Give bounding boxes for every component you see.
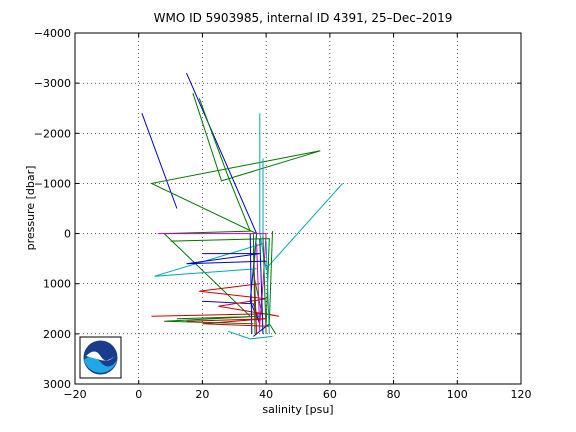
chart-title: WMO ID 5903985, internal ID 4391, 25–Dec… <box>154 11 453 25</box>
profile-line <box>186 318 270 327</box>
profile-line <box>265 241 270 334</box>
x-tick-label: 80 <box>387 388 401 401</box>
x-tick-label: 40 <box>259 388 273 401</box>
profile-line <box>259 113 343 270</box>
x-tick-label: 120 <box>511 388 532 401</box>
logo-gull <box>86 351 115 361</box>
y-tick-label: −2000 <box>34 127 71 140</box>
noaa-logo <box>79 336 122 379</box>
profile-line <box>154 158 264 277</box>
x-axis-label: salinity [psu] <box>262 403 333 416</box>
y-tick-label: 0 <box>64 228 71 241</box>
profile-line <box>262 236 267 334</box>
profile-line <box>252 233 256 334</box>
profile-line <box>162 98 251 317</box>
x-tick-label: 20 <box>195 388 209 401</box>
x-tick-label: 60 <box>323 388 337 401</box>
y-tick-label: 2000 <box>43 328 71 341</box>
plot-frame <box>74 32 522 385</box>
y-axis-ticks: −4000 −3000 −2000 −1000 0 1000 2000 3000 <box>34 27 521 391</box>
profile-line <box>227 330 273 340</box>
x-tick-label: 0 <box>135 388 142 401</box>
profile-line <box>170 238 270 327</box>
y-tick-label: 3000 <box>43 378 71 391</box>
y-tick-label: −3000 <box>34 77 71 90</box>
y-tick-label: −4000 <box>34 27 71 40</box>
y-axis-label: pressure [dbar] <box>24 166 37 251</box>
x-tick-label: 100 <box>447 388 468 401</box>
series-layer <box>141 72 343 340</box>
y-tick-label: −1000 <box>34 177 71 190</box>
x-axis-ticks: −20 0 20 40 60 80 100 120 <box>63 33 532 401</box>
profile-line <box>259 238 264 334</box>
y-tick-label: 1000 <box>43 278 71 291</box>
profile-line <box>186 253 267 265</box>
profile-line <box>149 93 321 319</box>
profile-line <box>164 315 260 325</box>
logo-wave <box>84 356 117 373</box>
profile-line <box>157 233 267 324</box>
x-tick-label: −20 <box>63 388 86 401</box>
